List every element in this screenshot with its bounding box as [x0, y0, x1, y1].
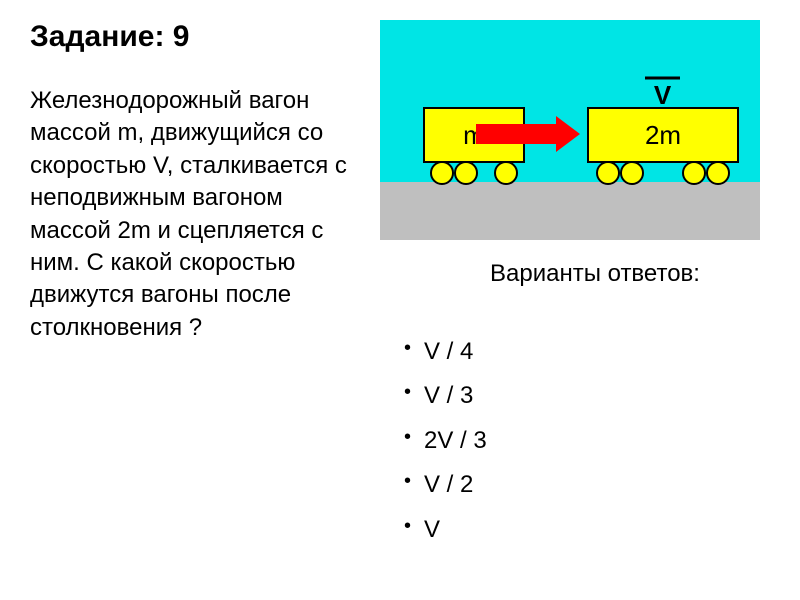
answer-option: V / 3 [400, 374, 487, 418]
answer-option: 2V / 3 [400, 419, 487, 463]
task-title: Задание: 9 [30, 20, 189, 54]
answers-list: V / 4 V / 3 2V / 3 V / 2 V [400, 330, 487, 552]
answer-option: V / 4 [400, 330, 487, 374]
answer-option: V [400, 508, 487, 552]
svg-text:2m: 2m [645, 120, 681, 150]
question-text: Железнодорожный вагон массой m, движущий… [30, 85, 350, 344]
wagon-collision-diagram: m2mV [380, 20, 760, 240]
answers-label: Варианты ответов: [490, 258, 700, 289]
answer-option: V / 2 [400, 463, 487, 507]
svg-text:V: V [654, 80, 672, 110]
physics-diagram: m2mV [380, 20, 760, 240]
